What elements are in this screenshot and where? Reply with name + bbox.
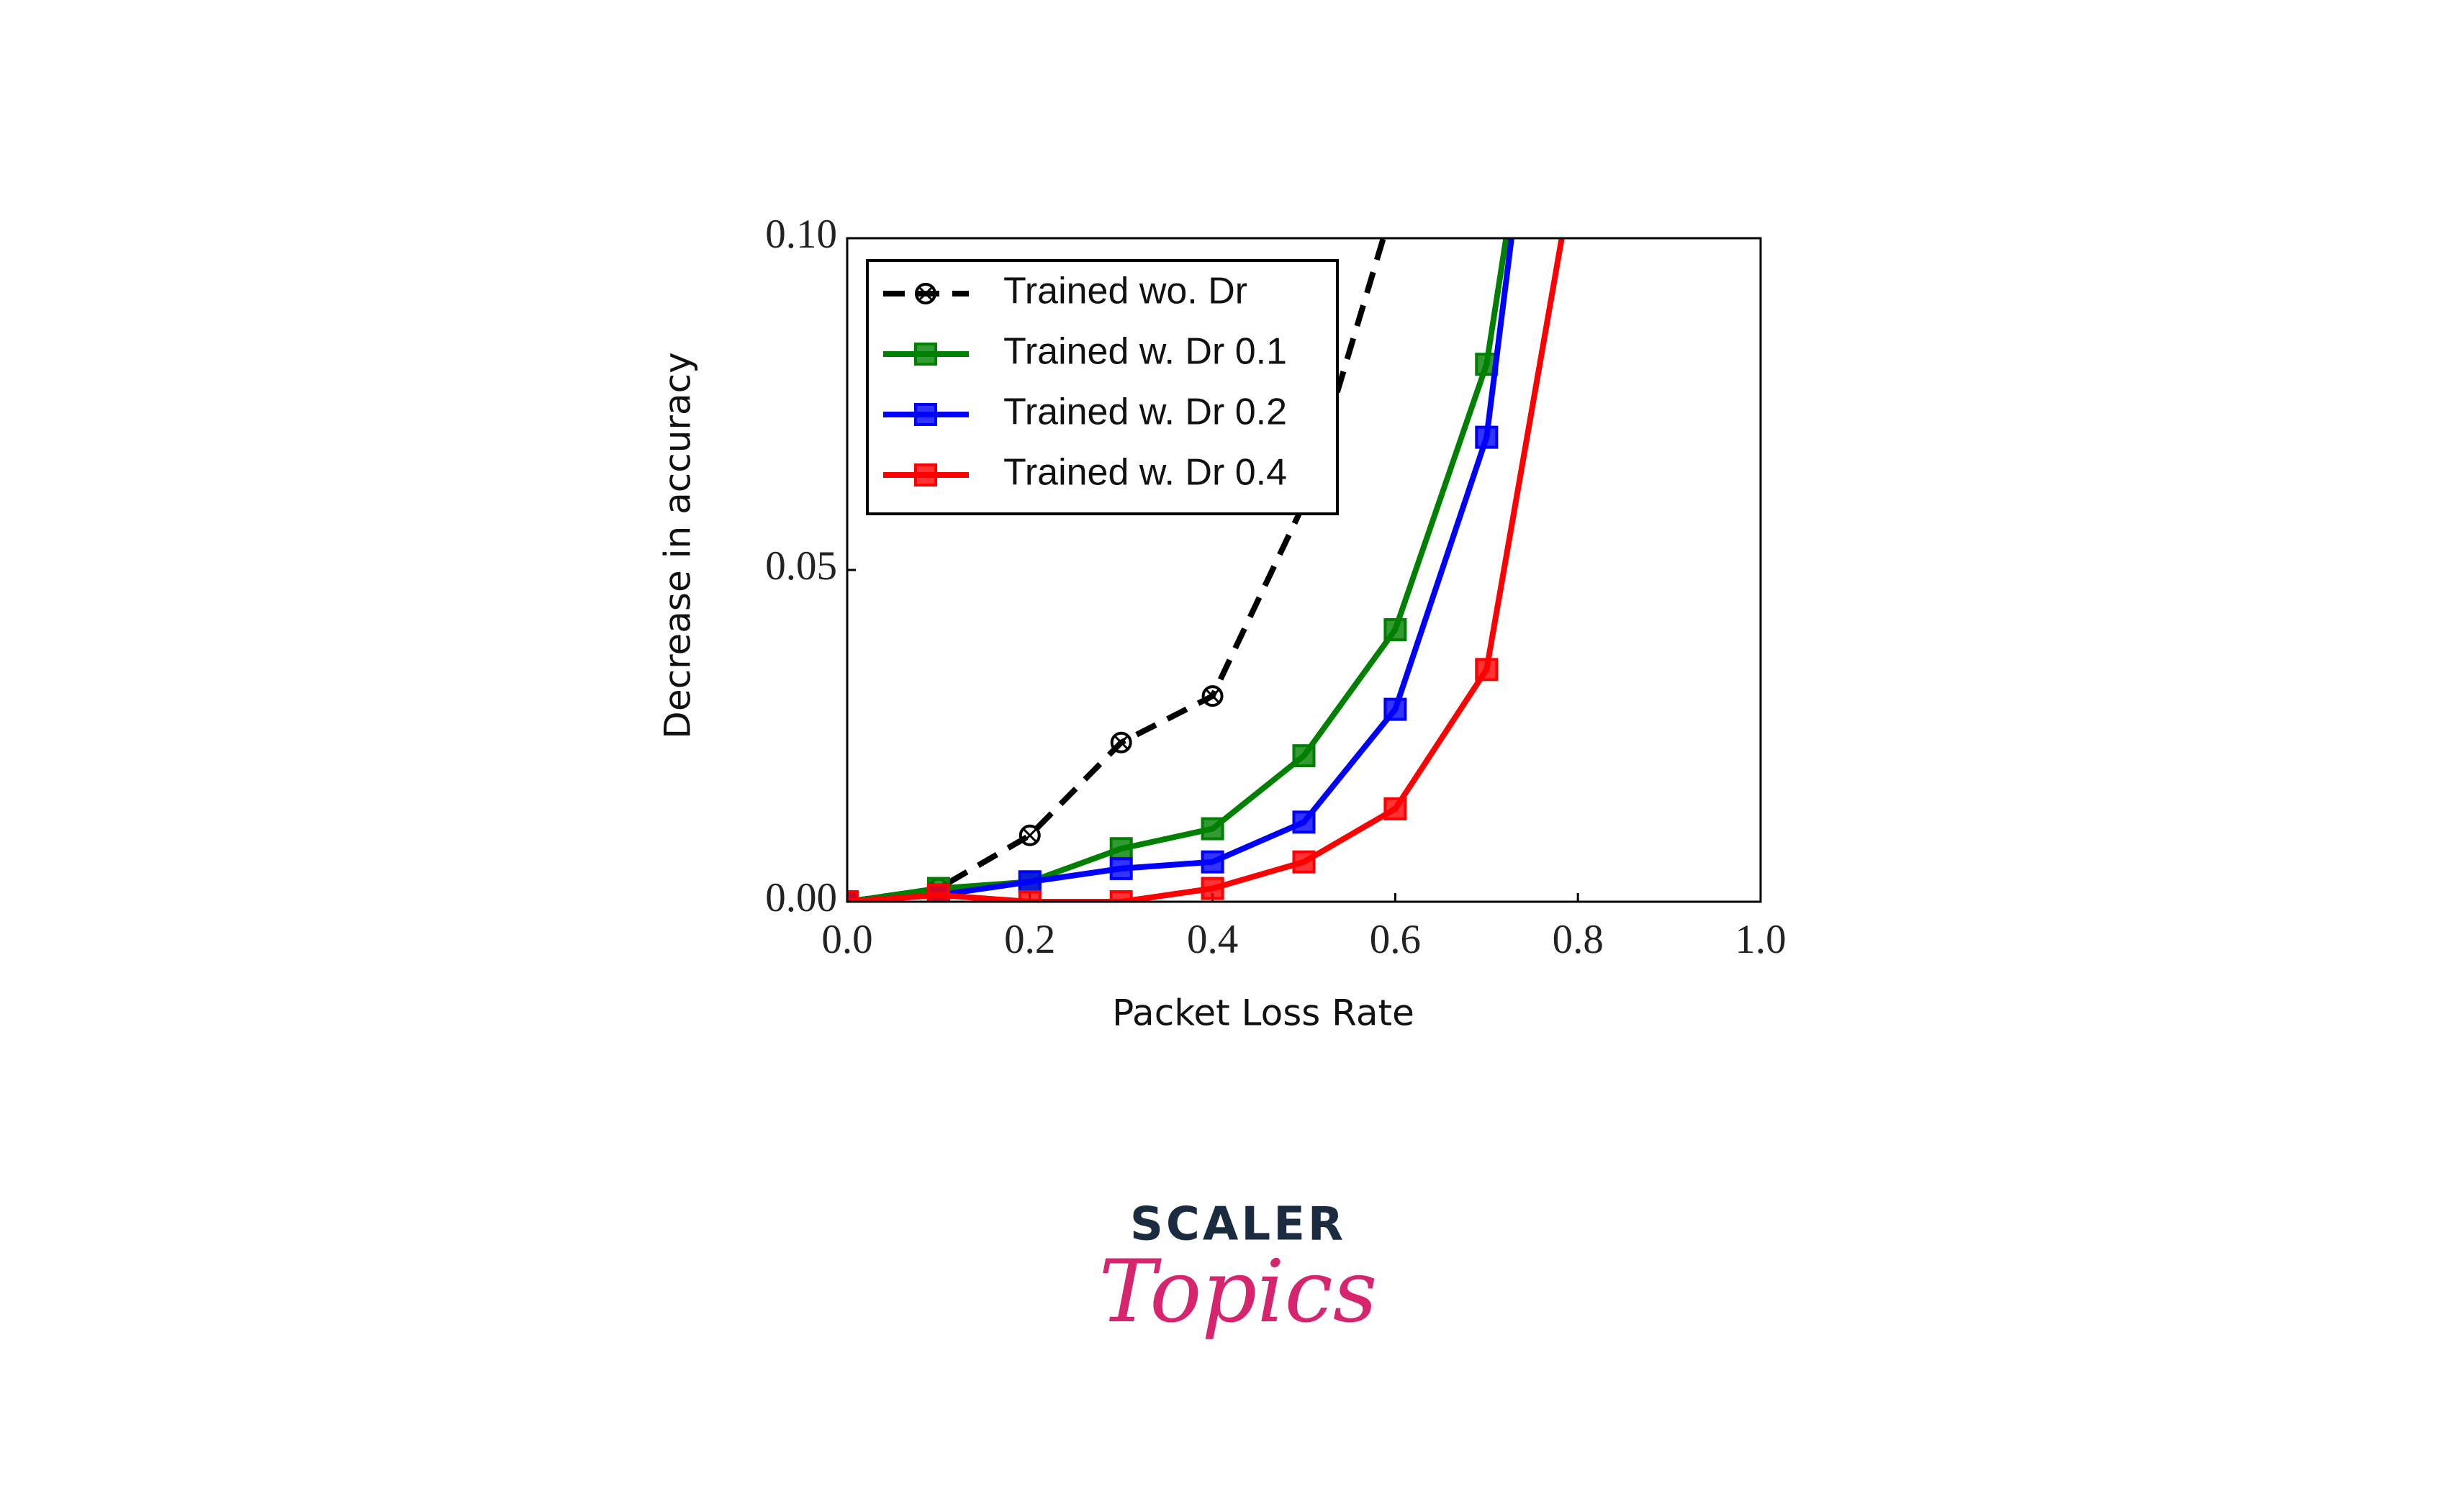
y-tick-label: 0.05 [765, 543, 837, 589]
legend-label: Trained w. Dr 0.2 [1003, 391, 1287, 433]
x-tick-label: 0.2 [1004, 917, 1055, 962]
marker [847, 890, 859, 902]
marker [1201, 850, 1224, 874]
marker [1109, 837, 1133, 861]
brand-tagline: Topics [1099, 1242, 1378, 1342]
plot-area [847, 135, 1588, 902]
y-axis-label: Decrease in accuracy [657, 352, 699, 738]
marker [1201, 877, 1224, 900]
marker-cross [1388, 192, 1401, 205]
legend-label: Trained w. Dr 0.4 [1003, 452, 1287, 494]
marker-circle [1201, 685, 1224, 707]
marker [1292, 744, 1316, 768]
marker [1292, 810, 1316, 834]
series-line [847, 238, 1565, 902]
marker [1383, 797, 1407, 820]
marker-circle [1019, 824, 1041, 846]
marker [1201, 817, 1224, 841]
marker [926, 883, 950, 902]
y-tick-label: 0.00 [765, 875, 837, 920]
x-tick-label: 0.4 [1187, 917, 1238, 962]
marker [915, 283, 936, 304]
brand-name: SCALER [1130, 1198, 1346, 1251]
marker [914, 343, 937, 366]
legend-box [866, 259, 1339, 515]
x-tick-label: 0.0 [821, 917, 872, 962]
x-axis-label: Packet Loss Rate [1112, 992, 1414, 1034]
marker [1201, 685, 1224, 707]
marker [1475, 658, 1499, 682]
marker [914, 403, 937, 426]
marker [1475, 425, 1499, 449]
marker [1018, 890, 1042, 902]
plot-frame [846, 237, 1762, 903]
marker [1109, 856, 1133, 880]
marker [914, 463, 937, 486]
x-tick-label: 0.8 [1553, 917, 1604, 962]
y-tick-label: 0.10 [765, 212, 837, 257]
marker-cross [918, 286, 934, 302]
marker [1386, 189, 1404, 208]
x-tick-label: 1.0 [1735, 917, 1786, 962]
legend-label: Trained wo. Dr [1003, 271, 1247, 312]
marker [1383, 697, 1407, 721]
marker-cross [1114, 735, 1129, 750]
marker [1109, 890, 1133, 902]
marker [1292, 850, 1316, 874]
marker [1110, 731, 1132, 753]
marker-circle [1386, 189, 1404, 208]
legend-label: Trained w. Dr 0.1 [1003, 331, 1287, 373]
marker-cross [1022, 828, 1037, 843]
marker-cross [1205, 689, 1220, 704]
marker [1019, 824, 1041, 846]
marker [1568, 135, 1588, 155]
x-tick-label: 0.6 [1370, 917, 1421, 962]
marker-circle [1110, 731, 1132, 753]
marker [1018, 870, 1042, 894]
marker [1383, 617, 1407, 641]
marker-circle [915, 283, 936, 304]
